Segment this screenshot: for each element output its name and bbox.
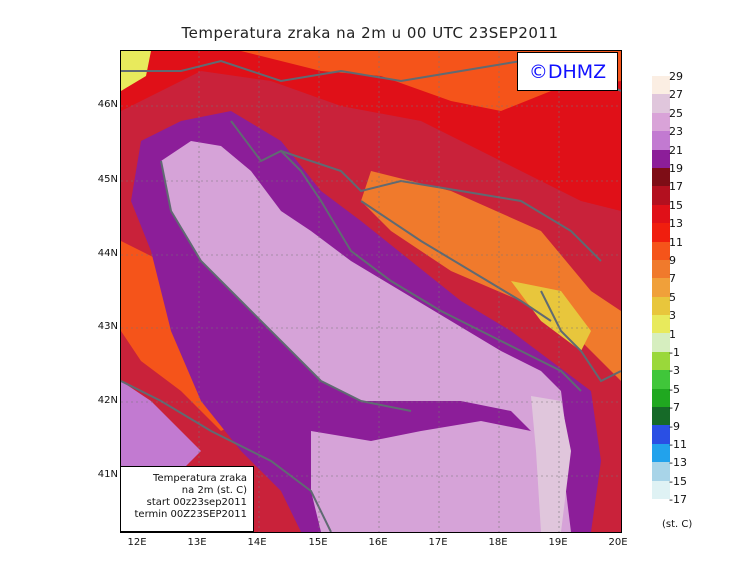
legend-label: 19: [669, 162, 683, 175]
legend-label: 23: [669, 125, 683, 139]
temperature-map: [120, 50, 622, 533]
lat-label-45n: 45N: [97, 174, 118, 185]
legend-swatch: [652, 112, 670, 132]
legend-swatch: [652, 223, 670, 242]
map-canvas: [121, 51, 621, 532]
legend-swatch: [652, 333, 670, 352]
info-line-2: na 2m (st. C): [181, 485, 247, 496]
legend-swatch: [652, 370, 670, 389]
dhmz-logo: ©DHMZ: [517, 52, 618, 91]
legend-swatch: [652, 388, 670, 408]
lat-label-46n: 46N: [97, 99, 118, 110]
map-title: Temperatura zraka na 2m u 00 UTC 23SEP20…: [181, 24, 559, 42]
legend-label: 5: [669, 290, 676, 304]
legend-label: 13: [669, 217, 683, 231]
lon-label-20e: 20E: [608, 537, 628, 548]
border-bosnia: [360, 200, 552, 322]
legend-label: 17: [669, 180, 683, 194]
tyrrhenian-sea: [121, 381, 201, 471]
legend-swatch: [652, 149, 670, 168]
info-line-3: start 00z23sep2011: [146, 497, 247, 508]
lat-label-41n: 41N: [97, 469, 118, 480]
lon-label-12e: 12E: [127, 537, 147, 548]
coastline-east: [230, 120, 582, 392]
legend-swatch: [652, 204, 670, 224]
legend-swatch: [652, 131, 670, 150]
legend-label: 27: [669, 88, 683, 102]
legend-swatch: [652, 407, 670, 426]
legend-swatch: [652, 167, 670, 187]
coastline-west: [160, 160, 412, 412]
legend-swatch: [652, 76, 670, 95]
legend-swatch: [652, 278, 670, 297]
legend-swatch: [652, 351, 670, 371]
legend-label: 25: [669, 106, 683, 120]
color-legend: [652, 76, 670, 518]
lon-label-16e: 16E: [368, 537, 388, 548]
lat-label-44n: 44N: [97, 248, 118, 259]
lat-label-42n: 42N: [97, 395, 118, 406]
italy-coast-east: [121, 380, 332, 532]
legend-label: -17: [669, 493, 687, 507]
legend-label: -1: [669, 346, 680, 359]
legend-swatch: [652, 186, 670, 205]
legend-swatch: [652, 315, 670, 334]
legend-label: 7: [669, 272, 676, 286]
south-sea-light: [531, 396, 571, 532]
legend-label: 1: [669, 327, 676, 341]
border-croatia: [280, 150, 602, 262]
lon-label-13e: 13E: [187, 537, 207, 548]
legend-swatch: [652, 462, 670, 481]
legend-swatch: [652, 241, 670, 260]
legend-label: 9: [669, 254, 676, 267]
legend-label: -3: [669, 364, 680, 378]
legend-swatch: [652, 296, 670, 316]
legend-swatch: [652, 425, 670, 444]
lon-label-14e: 14E: [247, 537, 267, 548]
legend-label: -15: [669, 474, 687, 488]
info-box: Temperatura zraka na 2m (st. C) start 00…: [120, 466, 254, 532]
legend-swatch: [652, 94, 670, 113]
legend-label: 3: [669, 309, 676, 323]
legend-label: 21: [669, 143, 683, 157]
graticule: [121, 51, 621, 532]
legend-label: -11: [669, 438, 687, 451]
legend-unit: (st. C): [662, 519, 693, 530]
legend-label: -5: [669, 382, 680, 396]
south-sea: [311, 421, 571, 532]
legend-label: -13: [669, 456, 687, 470]
legend-label: 15: [669, 198, 683, 212]
legend-label: 29: [669, 70, 683, 83]
border-south: [540, 290, 621, 383]
lon-label-18e: 18E: [488, 537, 508, 548]
lon-label-17e: 17E: [428, 537, 448, 548]
legend-label: 11: [669, 235, 683, 249]
adriatic-sea: [161, 141, 566, 451]
legend-label: -7: [669, 401, 680, 415]
legend-swatch: [652, 443, 670, 463]
lat-label-43n: 43N: [97, 321, 118, 332]
info-line-4: termin 00Z23SEP2011: [134, 509, 248, 520]
info-line-1: Temperatura zraka: [153, 473, 247, 484]
lon-label-19e: 19E: [548, 537, 568, 548]
inland-yellow: [511, 281, 591, 351]
inland-orange: [361, 171, 621, 381]
lon-label-15e: 15E: [308, 537, 328, 548]
legend-swatch: [652, 480, 670, 499]
legend-swatch: [652, 259, 670, 279]
legend-swatch: [652, 498, 670, 518]
legend-label: -9: [669, 419, 680, 433]
